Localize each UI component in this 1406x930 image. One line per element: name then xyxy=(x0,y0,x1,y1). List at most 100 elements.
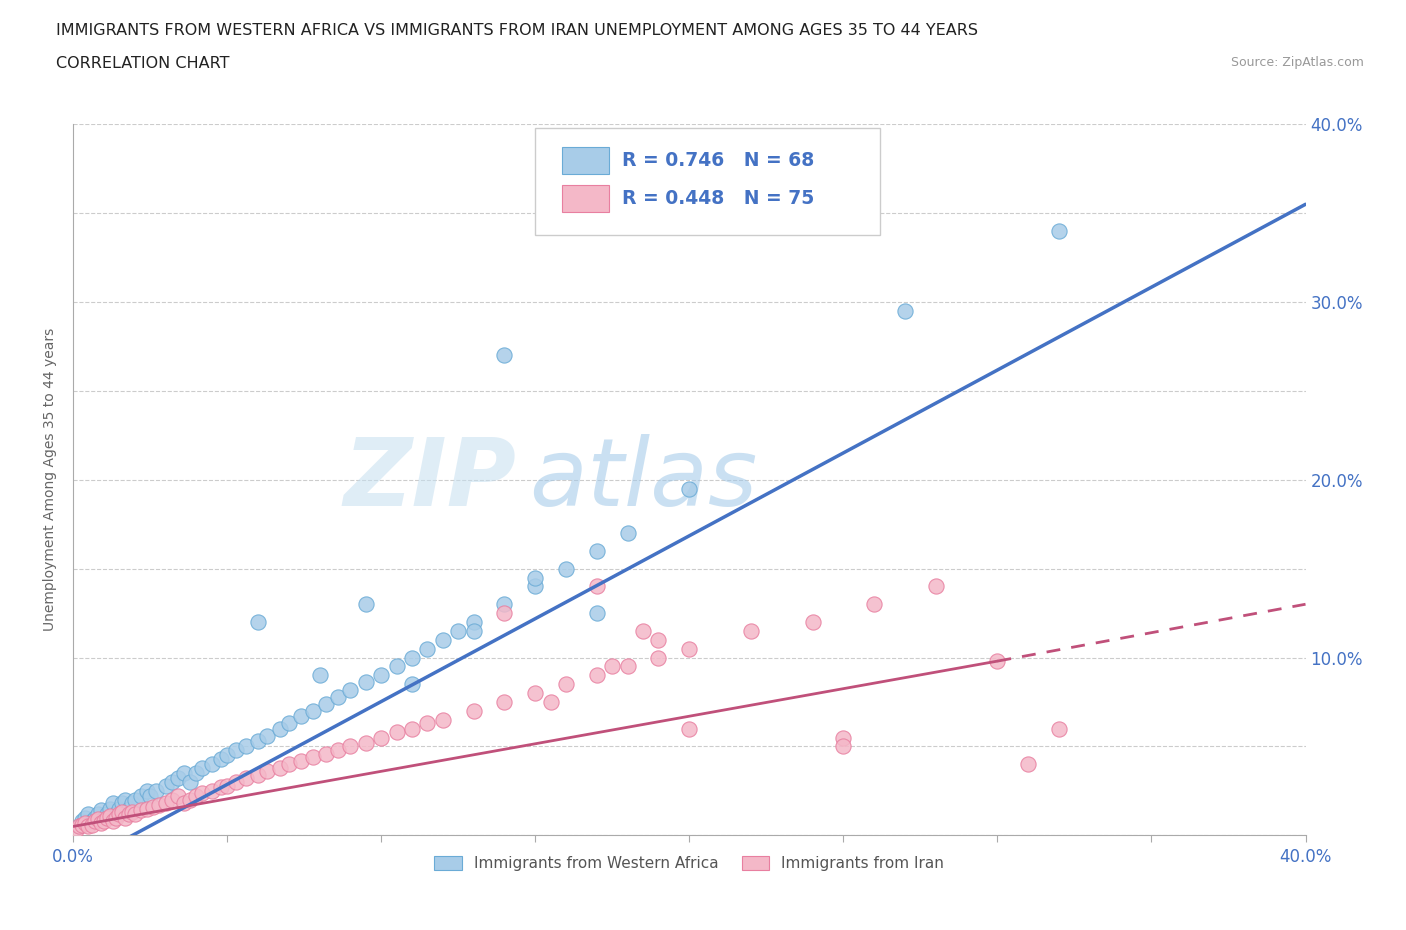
Point xyxy=(277,716,299,731)
Point xyxy=(117,806,139,821)
Point xyxy=(540,695,562,710)
Point xyxy=(494,597,516,612)
Point xyxy=(586,668,609,683)
Point xyxy=(114,792,136,807)
Point xyxy=(432,632,454,647)
Point xyxy=(186,765,208,780)
Point xyxy=(354,675,377,690)
Point xyxy=(416,641,439,656)
Point xyxy=(96,810,118,825)
Point xyxy=(136,783,159,798)
Point xyxy=(315,746,337,761)
Point xyxy=(96,806,118,821)
Point xyxy=(105,810,128,825)
Text: Source: ZipAtlas.com: Source: ZipAtlas.com xyxy=(1230,56,1364,69)
Point xyxy=(647,650,669,665)
Point xyxy=(139,789,162,804)
Point xyxy=(401,677,423,692)
Point xyxy=(105,806,128,821)
Point xyxy=(80,817,103,832)
Point xyxy=(77,806,100,821)
Point xyxy=(225,742,247,757)
Point xyxy=(117,802,139,817)
Point xyxy=(385,659,408,674)
Point xyxy=(463,703,485,718)
Point xyxy=(290,709,312,724)
Point xyxy=(67,819,90,834)
Y-axis label: Unemployment Among Ages 35 to 44 years: Unemployment Among Ages 35 to 44 years xyxy=(44,328,58,631)
Point xyxy=(142,800,165,815)
Point xyxy=(308,668,330,683)
Point xyxy=(246,615,269,630)
Text: atlas: atlas xyxy=(529,434,758,525)
Point xyxy=(246,734,269,749)
Point xyxy=(136,802,159,817)
Point xyxy=(124,792,146,807)
Point xyxy=(524,579,547,594)
Text: IMMIGRANTS FROM WESTERN AFRICA VS IMMIGRANTS FROM IRAN UNEMPLOYMENT AMONG AGES 3: IMMIGRANTS FROM WESTERN AFRICA VS IMMIGR… xyxy=(56,23,979,38)
Point xyxy=(108,806,131,821)
Point xyxy=(148,798,170,813)
Point xyxy=(600,659,623,674)
Point xyxy=(80,814,103,829)
Point xyxy=(108,802,131,817)
Point xyxy=(87,806,110,821)
Point xyxy=(269,761,291,776)
FancyBboxPatch shape xyxy=(562,147,609,174)
Point xyxy=(463,623,485,638)
Text: ZIP: ZIP xyxy=(344,433,517,525)
Point xyxy=(339,682,361,697)
Point xyxy=(354,736,377,751)
Point xyxy=(101,796,124,811)
FancyBboxPatch shape xyxy=(562,185,609,212)
Point xyxy=(160,792,183,807)
Point xyxy=(129,789,152,804)
Point xyxy=(160,775,183,790)
Point xyxy=(315,697,337,711)
Point xyxy=(166,789,188,804)
Point xyxy=(225,775,247,790)
Point xyxy=(246,767,269,782)
Point xyxy=(256,728,278,743)
Point xyxy=(832,730,855,745)
Point xyxy=(370,730,392,745)
Point xyxy=(217,748,239,763)
Point xyxy=(217,778,239,793)
Point xyxy=(370,668,392,683)
Point xyxy=(863,597,886,612)
Point xyxy=(269,722,291,737)
Text: CORRELATION CHART: CORRELATION CHART xyxy=(56,56,229,71)
Point xyxy=(129,803,152,817)
Point xyxy=(179,792,201,807)
Point xyxy=(447,623,470,638)
Point xyxy=(65,822,87,837)
Point xyxy=(494,348,516,363)
Point xyxy=(191,785,214,800)
Point xyxy=(111,804,134,819)
Point xyxy=(524,570,547,585)
Point xyxy=(801,615,824,630)
Point xyxy=(586,543,609,558)
Point xyxy=(463,615,485,630)
Point xyxy=(401,722,423,737)
Point xyxy=(173,765,195,780)
Point xyxy=(494,605,516,620)
Point xyxy=(416,716,439,731)
Point xyxy=(925,579,948,594)
Point xyxy=(77,819,100,834)
Point xyxy=(616,525,638,540)
Legend: Immigrants from Western Africa, Immigrants from Iran: Immigrants from Western Africa, Immigran… xyxy=(429,850,950,877)
Point xyxy=(90,816,112,830)
Point xyxy=(432,712,454,727)
Point xyxy=(339,739,361,754)
Point xyxy=(494,695,516,710)
Point xyxy=(555,677,578,692)
Point xyxy=(832,739,855,754)
Point xyxy=(114,810,136,825)
Point xyxy=(191,761,214,776)
FancyBboxPatch shape xyxy=(536,127,880,234)
Point xyxy=(385,724,408,739)
Point xyxy=(235,739,257,754)
Point xyxy=(201,757,224,772)
Point xyxy=(678,481,700,496)
